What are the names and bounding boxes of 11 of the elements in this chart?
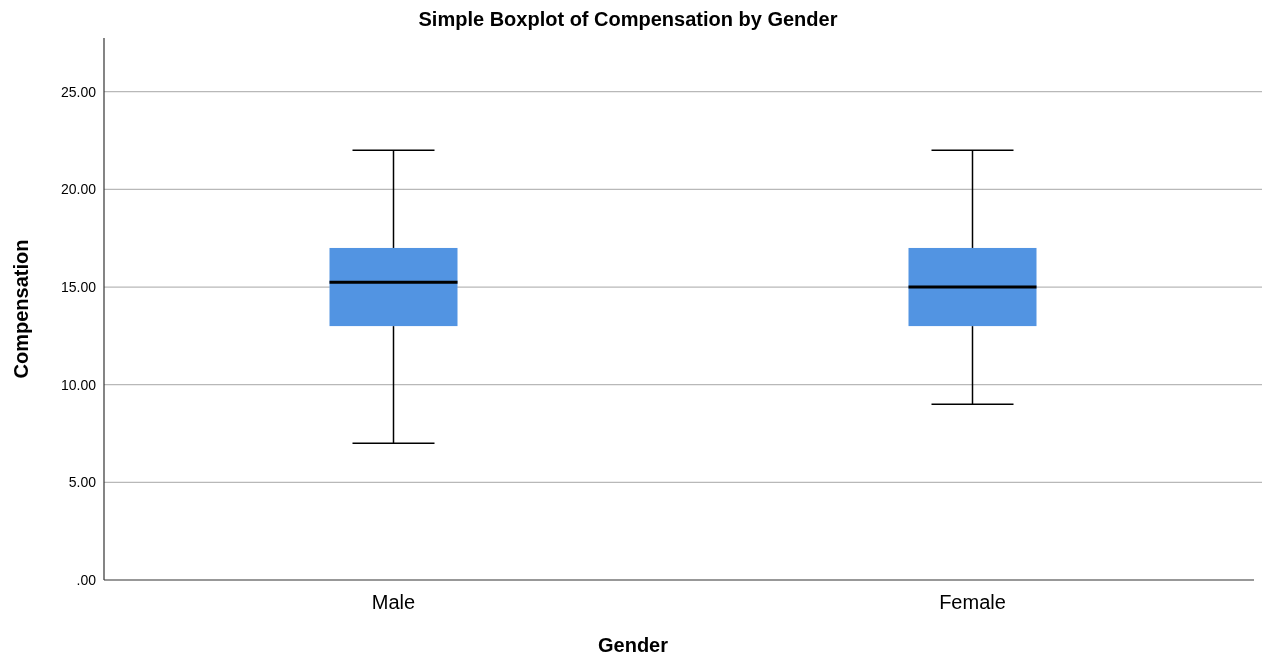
y-tick-label: 25.00 — [60, 83, 97, 100]
x-axis-title: Gender — [597, 634, 669, 656]
x-tick-label: Male — [371, 591, 416, 613]
y-tick-label: .00 — [76, 571, 97, 588]
y-tick-label: 20.00 — [60, 181, 97, 198]
x-tick-label: Female — [939, 591, 1006, 613]
y-axis-title: Compensation — [10, 239, 32, 379]
y-tick-label: 5.00 — [68, 474, 97, 491]
y-tick-label: 15.00 — [60, 278, 97, 295]
y-tick-label: 10.00 — [60, 376, 97, 393]
chart-title: Simple Boxplot of Compensation by Gender — [418, 8, 838, 30]
